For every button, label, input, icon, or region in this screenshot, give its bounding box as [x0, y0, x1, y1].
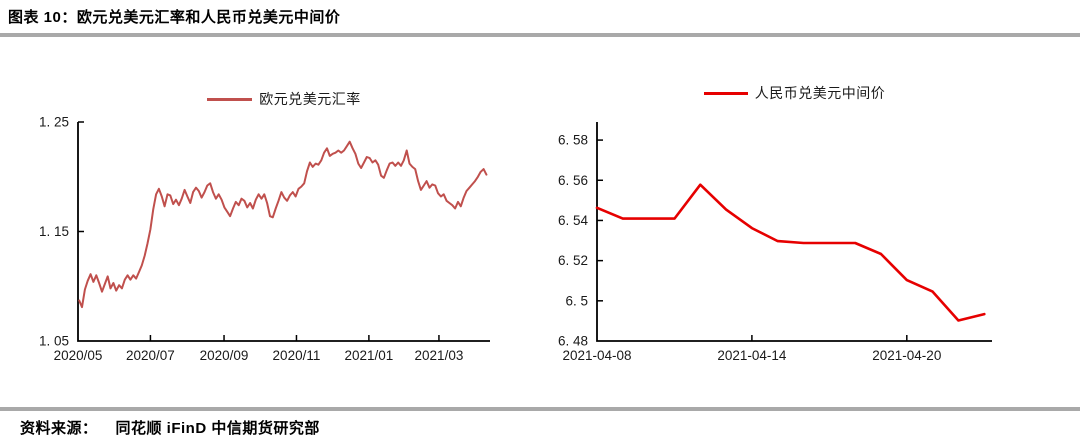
svg-text:6. 48: 6. 48: [558, 334, 588, 349]
top-divider-rule: [0, 33, 1080, 37]
legend-line-swatch-eur: [207, 97, 253, 101]
legend-cny-parity: 人民币兑美元中间价: [597, 83, 992, 103]
bottom-divider-rule: [0, 407, 1080, 411]
svg-text:2021-04-14: 2021-04-14: [717, 348, 787, 363]
source-text: 同花顺 iFinD 中信期货研究部: [115, 420, 320, 437]
cny-central-parity-line-chart: 6. 48 6. 5 6. 52 6. 54 6. 56 6. 58 2021-04-08 2…: [558, 122, 992, 363]
svg-text:2020/09: 2020/09: [200, 348, 249, 363]
source-label: 资料来源：: [20, 420, 98, 437]
svg-text:6. 5: 6. 5: [565, 293, 588, 308]
svg-text:2021/03: 2021/03: [415, 348, 464, 363]
legend-label-eur: 欧元兑美元汇率: [259, 91, 361, 107]
svg-text:2021-04-20: 2021-04-20: [872, 348, 941, 363]
svg-text:2020/05: 2020/05: [54, 348, 103, 363]
svg-text:6. 52: 6. 52: [558, 253, 588, 268]
source-line: 资料来源： 同花顺 iFinD 中信期货研究部: [20, 417, 320, 438]
svg-text:1. 25: 1. 25: [39, 115, 69, 130]
legend-line-swatch-cny: [703, 91, 748, 95]
legend-label-cny: 人民币兑美元中间价: [754, 85, 886, 101]
svg-text:2020/11: 2020/11: [273, 348, 321, 363]
svg-text:2020/07: 2020/07: [126, 348, 175, 363]
svg-text:1. 05: 1. 05: [39, 334, 69, 349]
svg-text:2021/01: 2021/01: [344, 348, 393, 363]
svg-text:6. 56: 6. 56: [558, 173, 588, 188]
figure-title: 图表 10：欧元兑美元汇率和人民币兑美元中间价: [8, 9, 341, 26]
svg-text:6. 58: 6. 58: [558, 133, 588, 148]
svg-text:2021-04-08: 2021-04-08: [562, 348, 631, 363]
svg-text:6. 54: 6. 54: [558, 213, 589, 228]
legend-eur-usd: 欧元兑美元汇率: [78, 89, 490, 109]
svg-text:1. 15: 1. 15: [39, 224, 69, 239]
eur-usd-line-chart: 1. 05 1. 15 1. 25 2020/05 2020/07 2020/09 2020…: [39, 115, 490, 363]
